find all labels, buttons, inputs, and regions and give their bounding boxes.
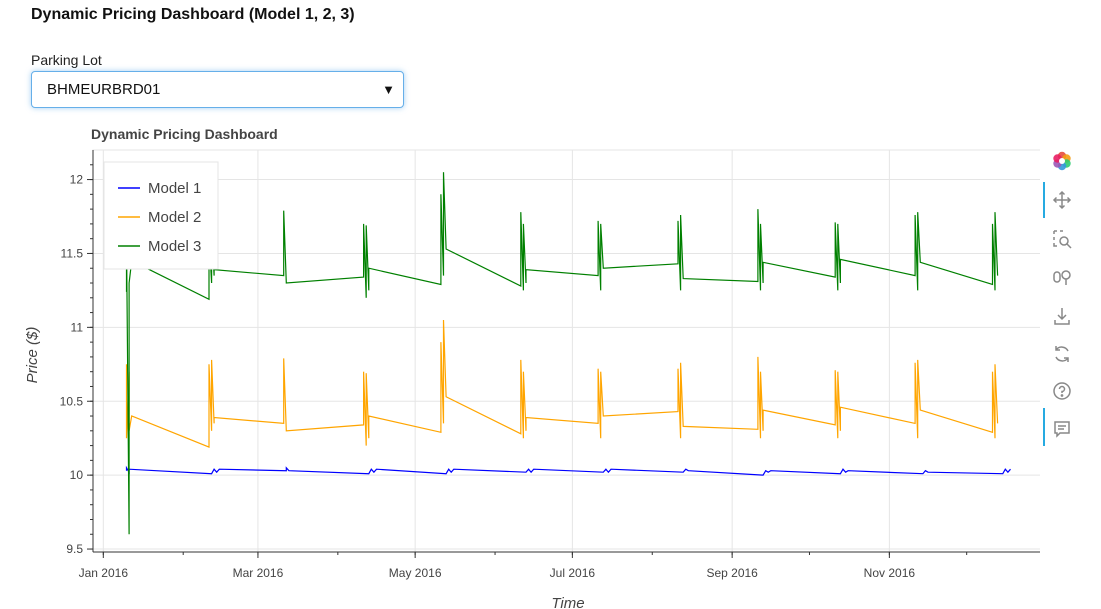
help-icon[interactable] [1051,380,1073,402]
save-icon[interactable] [1051,305,1073,327]
grid [93,150,1040,552]
x-tick-label: May 2016 [389,566,442,580]
x-tick-label: Sep 2016 [706,566,758,580]
legend-label-model-3: Model 3 [148,238,201,255]
x-axis-label: Time [551,595,584,609]
model-2-line [125,319,999,448]
plot-frame [92,149,1040,553]
y-tick-label: 11 [71,320,84,334]
x-tick-label: Jan 2016 [79,566,129,580]
legend[interactable]: Model 1 Model 2 Model 3 [103,161,219,270]
axes: 9.5 10 10.5 11 11.5 12 Jan 2016 Mar 2016 May 201… [60,150,1040,580]
chart-toolbar [1043,148,1083,448]
y-tick-label: 10 [70,468,84,482]
y-tick-label: 9.5 [66,542,83,556]
y-tick-label: 10.5 [60,394,84,408]
legend-box [103,161,219,270]
model-1-line [125,465,1011,476]
model-3-line [125,172,999,535]
reset-icon[interactable] [1051,343,1073,365]
legend-label-model-2: Model 2 [148,209,201,226]
dropdown-caret-icon: ▼ [382,82,395,97]
hover-icon[interactable] [1051,418,1073,440]
pricing-chart: 9.5 10 10.5 11 11.5 12 Jan 2016 Mar 2016 May 201… [24,126,1040,609]
legend-label-model-1: Model 1 [148,180,201,197]
bokeh-logo-icon[interactable] [1051,150,1073,172]
y-tick-label: 11.5 [61,246,84,260]
pan-icon[interactable] [1051,189,1073,211]
page-title: Dynamic Pricing Dashboard (Model 1, 2, 3… [31,6,355,23]
pan-active-indicator [1043,182,1045,218]
x-tick-label: Jul 2016 [550,566,596,580]
box-zoom-icon[interactable] [1051,228,1073,250]
series-layer [125,172,1011,535]
hover-active-indicator [1043,408,1045,446]
parking-lot-selected-value: BHMEURBRD01 [47,81,161,98]
y-tick-label: 12 [70,173,84,187]
x-tick-label: Nov 2016 [864,566,916,580]
parking-lot-select[interactable]: BHMEURBRD01 ▼ [31,71,404,108]
chart-title: Dynamic Pricing Dashboard [91,126,278,142]
x-tick-label: Mar 2016 [233,566,284,580]
y-axis-label: Price ($) [24,327,41,384]
parking-lot-label: Parking Lot [31,52,102,68]
wheel-zoom-icon[interactable] [1051,266,1073,288]
